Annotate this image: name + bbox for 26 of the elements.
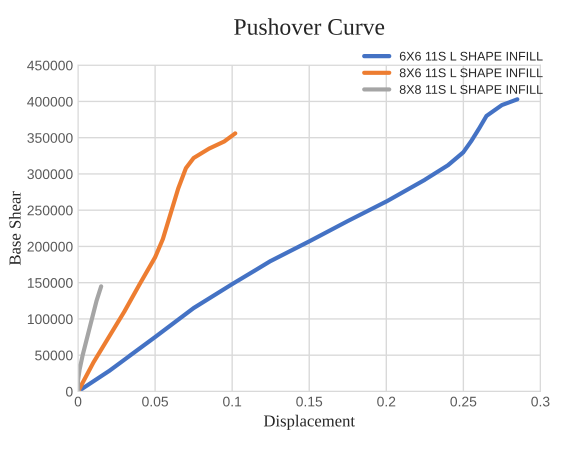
y-tick-label: 50000 (35, 350, 73, 360)
x-axis-title: Displacement (264, 414, 355, 430)
line-series (78, 284, 104, 392)
x-tick-label: 0.3 (531, 396, 550, 407)
x-tick-label: 0.1 (223, 396, 242, 407)
y-tick-label: 150000 (28, 278, 73, 288)
legend-label: 8X6 11S L SHAPE INFILL (400, 68, 543, 78)
y-axis-title: Base Shear (8, 191, 21, 266)
legend-label: 6X6 11S L SHAPE INFILL (400, 52, 543, 61)
y-tick-label: 450000 (27, 60, 73, 70)
x-tick-label: 0.05 (142, 396, 168, 407)
y-tick-label: 100000 (28, 314, 73, 324)
y-tick-label: 350000 (27, 133, 73, 143)
y-tick-label: 250000 (28, 206, 73, 216)
x-tick-label: 0.2 (377, 396, 396, 407)
x-tick-label: 0.15 (296, 396, 322, 407)
x-tick-label: 0.25 (450, 396, 476, 407)
legend-label: 8X8 11S L SHAPE INFILL (400, 85, 543, 94)
chart-title: Pushover Curve (234, 18, 384, 35)
y-tick-label: 0 (66, 386, 73, 397)
line-series (78, 131, 238, 392)
y-tick-label: 200000 (28, 242, 73, 252)
line-series (78, 97, 520, 392)
y-tick-label: 400000 (27, 96, 73, 107)
x-tick-label: 0 (74, 396, 82, 407)
y-tick-label: 300000 (27, 169, 73, 180)
